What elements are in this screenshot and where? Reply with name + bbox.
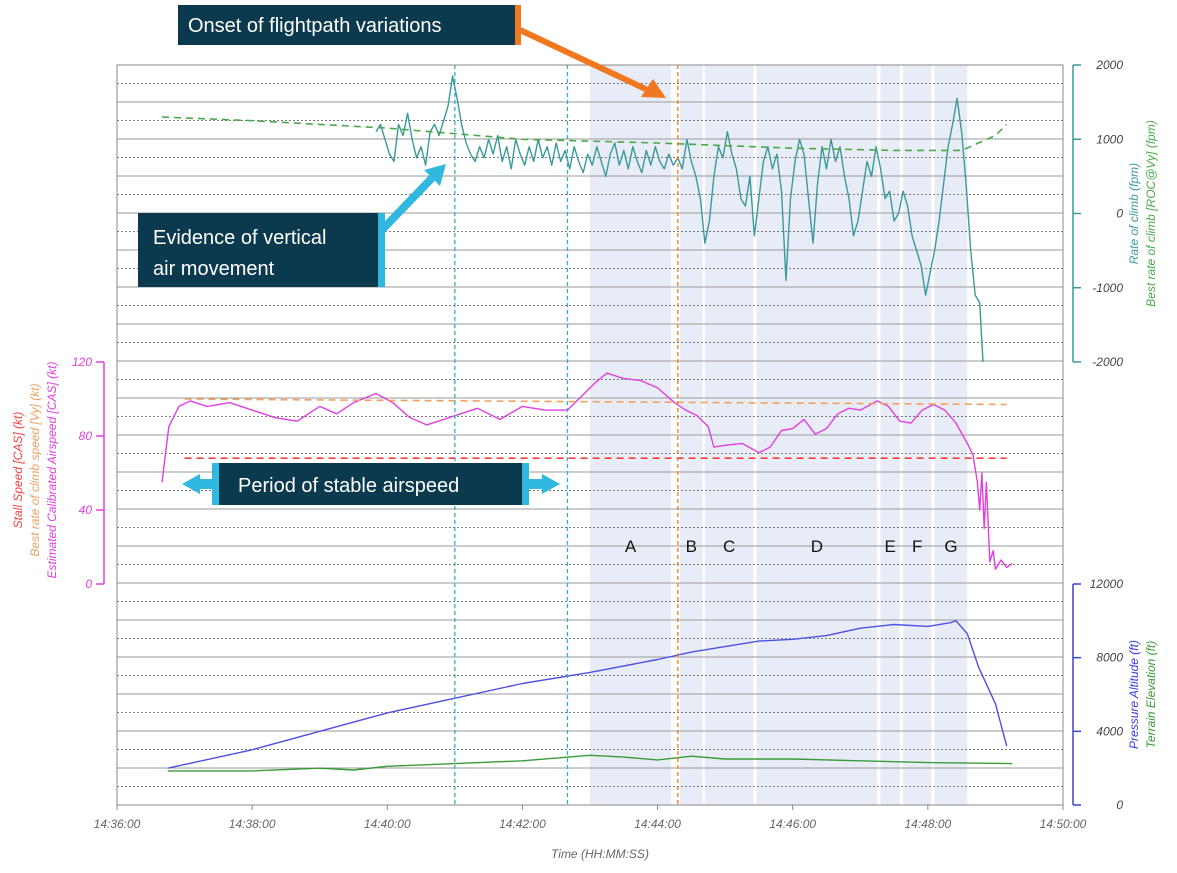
x-tick-label: 14:38:00 <box>229 817 276 831</box>
reference-lines <box>454 65 679 805</box>
evidence-box-accent <box>378 213 385 287</box>
evidence-arrow-shaft <box>377 175 435 235</box>
phase-label-c: C <box>723 537 735 556</box>
airspeed-left-tick-label: 120 <box>72 355 92 369</box>
altitude-axis-title: Terrain Elevation (ft) <box>1144 641 1158 749</box>
x-tick-label: 14:42:00 <box>499 817 546 831</box>
onset-arrow-head <box>641 79 666 98</box>
stable-arrow-left-shaft <box>200 479 220 489</box>
airspeed-axis-title: Estimated Calibrated Airspeed [CAS] (kt) <box>45 362 59 579</box>
stable-arrow-right <box>542 474 560 494</box>
airspeed-axis-title: Stall Speed [CAS] (kt) <box>11 412 25 529</box>
series-rate-of-climb <box>375 75 984 363</box>
stable-box-accent-right <box>522 463 529 505</box>
evidence-arrow-head <box>424 164 446 186</box>
series-best-rate-of-climb-speed-vy <box>184 398 1007 406</box>
stable-box-accent-left <box>212 463 219 505</box>
airspeed-left-tick-label: 80 <box>79 429 93 443</box>
x-tick-label: 14:44:00 <box>634 817 681 831</box>
phase-label-e: E <box>884 537 895 556</box>
series-pressure-altitude <box>167 620 1008 769</box>
x-tick-label: 14:36:00 <box>94 817 141 831</box>
evidence-label-line-1: Evidence of vertical <box>153 227 326 249</box>
altitude-right-tick-label: 8000 <box>1096 651 1123 665</box>
altitude-axis-title: Pressure Altitude (ft) <box>1127 640 1141 749</box>
altitude-right-tick-label: 12000 <box>1090 577 1124 591</box>
altitude-right-tick-label: 4000 <box>1096 724 1123 738</box>
phase-label-f: F <box>912 537 922 556</box>
onset-arrow-shaft <box>518 27 654 95</box>
climb-right-tick-label: -2000 <box>1092 355 1123 369</box>
onset-box <box>178 5 519 45</box>
airspeed-axis-title: Best rate of climb speed [Vy] (kt) <box>28 383 42 556</box>
series-estimated-calibrated-airspeed-cas <box>161 372 1013 570</box>
stable-arrow-right-shaft <box>522 479 542 489</box>
x-tick-label: 14:50:00 <box>1040 817 1087 831</box>
data-series <box>161 75 1013 772</box>
axes: 14:36:00 14:38:00 14:40:00 14:42:00 14:44:00… <box>11 58 1158 861</box>
climb-right-tick-label: 2000 <box>1095 58 1123 72</box>
airspeed-left-tick-label: 0 <box>85 577 92 591</box>
climb-right-tick-label: 0 <box>1116 207 1123 221</box>
stable-box <box>218 463 524 505</box>
x-tick-label: 14:40:00 <box>364 817 411 831</box>
callouts: Onset of flightpath variations Evidence o… <box>138 5 666 505</box>
evidence-label-line-2: air movement <box>153 258 275 280</box>
series-terrain-elevation <box>167 754 1013 772</box>
phase-label-g: G <box>944 537 957 556</box>
onset-box-accent <box>515 5 521 45</box>
stable-arrow-left <box>182 474 200 494</box>
climb-axis-title: Best rate of climb [ROC@Vy] (fpm) <box>1144 120 1158 307</box>
x-tick-label: 14:48:00 <box>904 817 951 831</box>
stable-label: Period of stable airspeed <box>238 475 459 497</box>
x-axis-title: Time (HH:MM:SS) <box>551 847 649 861</box>
climb-right-tick-label: -1000 <box>1092 281 1123 295</box>
airspeed-left-tick-label: 40 <box>79 503 93 517</box>
evidence-box <box>138 213 380 287</box>
onset-label: Onset of flightpath variations <box>188 15 441 37</box>
phase-label-b: B <box>686 537 697 556</box>
series-best-rate-of-climb-roc-vy <box>161 116 1008 152</box>
grid <box>117 64 1063 806</box>
climb-right-tick-label: 1000 <box>1096 132 1123 146</box>
x-tick-label: 14:46:00 <box>769 817 816 831</box>
climb-axis-title: Rate of climb (fpm) <box>1127 163 1141 264</box>
altitude-right-tick-label: 0 <box>1116 798 1123 812</box>
phase-label-d: D <box>811 537 823 556</box>
phase-label-a: A <box>625 537 637 556</box>
